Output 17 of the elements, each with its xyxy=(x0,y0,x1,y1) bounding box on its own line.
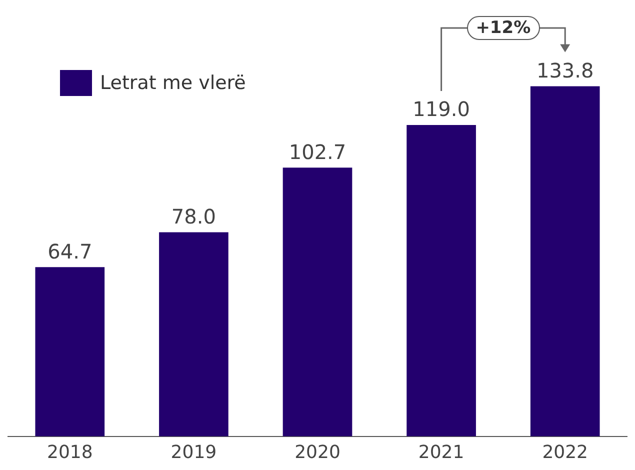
data-label: 119.0 xyxy=(412,97,470,122)
x-tick-label: 2018 xyxy=(46,442,93,463)
bar xyxy=(159,232,228,436)
bar xyxy=(282,168,352,436)
x-tick-label: 2022 xyxy=(542,442,588,463)
bar xyxy=(530,86,600,436)
bar xyxy=(406,124,476,436)
x-tick-label: 2019 xyxy=(170,442,217,463)
legend-label: Letrat me vlerë xyxy=(100,72,246,94)
data-label: 133.8 xyxy=(536,58,594,82)
bar xyxy=(35,267,105,436)
data-label: 102.7 xyxy=(288,140,346,164)
data-label: 78.0 xyxy=(171,204,216,228)
text: +12% xyxy=(466,16,540,40)
data-label: 64.7 xyxy=(48,239,92,264)
x-tick-label: 2021 xyxy=(418,442,464,463)
x-tick-label: 2020 xyxy=(294,442,340,463)
